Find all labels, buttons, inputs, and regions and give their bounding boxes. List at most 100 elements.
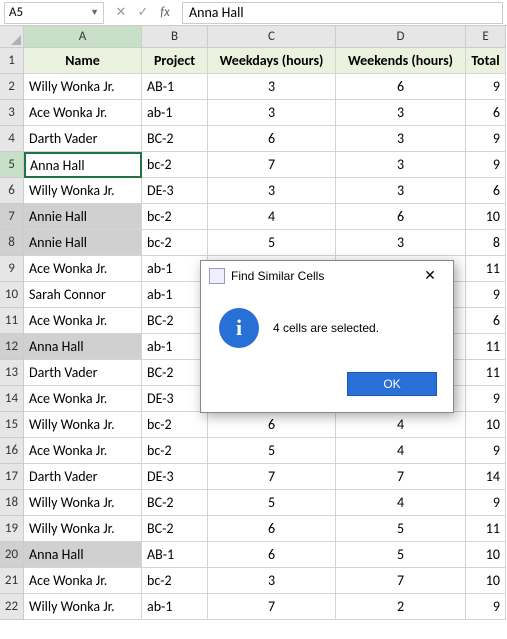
weekdays-cell[interactable]: 5 bbox=[208, 230, 336, 256]
row-header[interactable]: 16 bbox=[0, 438, 24, 464]
name-cell[interactable]: Darth Vader bbox=[24, 464, 142, 490]
weekdays-cell[interactable]: 7 bbox=[208, 464, 336, 490]
total-cell[interactable]: 9 bbox=[466, 386, 506, 412]
project-cell[interactable]: ab-1 bbox=[142, 256, 208, 282]
name-cell[interactable]: Annie Hall bbox=[24, 204, 142, 230]
row-header[interactable]: 11 bbox=[0, 308, 24, 334]
weekends-cell[interactable]: 5 bbox=[336, 516, 466, 542]
name-cell[interactable]: Ace Wonka Jr. bbox=[24, 386, 142, 412]
total-cell[interactable]: 14 bbox=[466, 464, 506, 490]
name-cell[interactable]: Anna Hall bbox=[24, 152, 142, 178]
row-header[interactable]: 9 bbox=[0, 256, 24, 282]
weekdays-cell[interactable]: 5 bbox=[208, 490, 336, 516]
row-header[interactable]: 18 bbox=[0, 490, 24, 516]
project-cell[interactable]: ab-1 bbox=[142, 282, 208, 308]
name-box[interactable]: A5 ▼ bbox=[4, 2, 104, 24]
total-cell[interactable]: 9 bbox=[466, 438, 506, 464]
header-cell[interactable]: Name bbox=[24, 48, 142, 74]
total-cell[interactable]: 9 bbox=[466, 594, 506, 620]
total-cell[interactable]: 9 bbox=[466, 152, 506, 178]
name-cell[interactable]: Willy Wonka Jr. bbox=[24, 74, 142, 100]
project-cell[interactable]: DE-3 bbox=[142, 464, 208, 490]
weekdays-cell[interactable]: 5 bbox=[208, 438, 336, 464]
project-cell[interactable]: BC-2 bbox=[142, 490, 208, 516]
name-cell[interactable]: Anna Hall bbox=[24, 334, 142, 360]
project-cell[interactable]: ab-1 bbox=[142, 100, 208, 126]
name-cell[interactable]: Ace Wonka Jr. bbox=[24, 308, 142, 334]
name-cell[interactable]: Willy Wonka Jr. bbox=[24, 490, 142, 516]
row-header[interactable]: 12 bbox=[0, 334, 24, 360]
project-cell[interactable]: ab-1 bbox=[142, 594, 208, 620]
name-cell[interactable]: Willy Wonka Jr. bbox=[24, 178, 142, 204]
weekends-cell[interactable]: 3 bbox=[336, 230, 466, 256]
header-cell[interactable]: Weekdays (hours) bbox=[208, 48, 336, 74]
weekdays-cell[interactable]: 7 bbox=[208, 152, 336, 178]
weekdays-cell[interactable]: 4 bbox=[208, 204, 336, 230]
header-cell[interactable]: Weekends (hours) bbox=[336, 48, 466, 74]
formula-bar[interactable]: Anna Hall bbox=[182, 2, 503, 24]
total-cell[interactable]: 11 bbox=[466, 360, 506, 386]
ok-button[interactable]: OK bbox=[347, 372, 437, 396]
total-cell[interactable]: 8 bbox=[466, 230, 506, 256]
total-cell[interactable]: 10 bbox=[466, 204, 506, 230]
weekdays-cell[interactable]: 6 bbox=[208, 516, 336, 542]
total-cell[interactable]: 10 bbox=[466, 568, 506, 594]
row-header[interactable]: 19 bbox=[0, 516, 24, 542]
weekends-cell[interactable]: 3 bbox=[336, 100, 466, 126]
row-header[interactable]: 15 bbox=[0, 412, 24, 438]
weekends-cell[interactable]: 6 bbox=[336, 74, 466, 100]
name-cell[interactable]: Willy Wonka Jr. bbox=[24, 594, 142, 620]
weekends-cell[interactable]: 5 bbox=[336, 542, 466, 568]
header-cell[interactable]: Project bbox=[142, 48, 208, 74]
name-cell[interactable]: Ace Wonka Jr. bbox=[24, 568, 142, 594]
column-header-E[interactable]: E bbox=[466, 26, 506, 48]
weekdays-cell[interactable]: 6 bbox=[208, 126, 336, 152]
weekdays-cell[interactable]: 6 bbox=[208, 412, 336, 438]
total-cell[interactable]: 9 bbox=[466, 126, 506, 152]
weekdays-cell[interactable]: 3 bbox=[208, 100, 336, 126]
total-cell[interactable]: 9 bbox=[466, 282, 506, 308]
total-cell[interactable]: 11 bbox=[466, 256, 506, 282]
name-cell[interactable]: Willy Wonka Jr. bbox=[24, 412, 142, 438]
column-header-C[interactable]: C bbox=[208, 26, 336, 48]
row-header[interactable]: 17 bbox=[0, 464, 24, 490]
weekends-cell[interactable]: 4 bbox=[336, 490, 466, 516]
weekends-cell[interactable]: 3 bbox=[336, 178, 466, 204]
name-cell[interactable]: Darth Vader bbox=[24, 126, 142, 152]
dialog-titlebar[interactable]: Find Similar Cells ✕ bbox=[201, 261, 453, 290]
project-cell[interactable]: bc-2 bbox=[142, 230, 208, 256]
weekends-cell[interactable]: 3 bbox=[336, 126, 466, 152]
cancel-icon[interactable]: ✕ bbox=[114, 5, 128, 20]
row-header[interactable]: 4 bbox=[0, 126, 24, 152]
weekdays-cell[interactable]: 6 bbox=[208, 542, 336, 568]
project-cell[interactable]: BC-2 bbox=[142, 126, 208, 152]
select-all-corner[interactable] bbox=[0, 26, 24, 48]
weekdays-cell[interactable]: 3 bbox=[208, 568, 336, 594]
row-header[interactable]: 22 bbox=[0, 594, 24, 620]
weekdays-cell[interactable]: 3 bbox=[208, 178, 336, 204]
project-cell[interactable]: bc-2 bbox=[142, 204, 208, 230]
project-cell[interactable]: BC-2 bbox=[142, 308, 208, 334]
project-cell[interactable]: BC-2 bbox=[142, 360, 208, 386]
weekdays-cell[interactable]: 7 bbox=[208, 594, 336, 620]
column-header-A[interactable]: A bbox=[24, 26, 142, 48]
row-header[interactable]: 3 bbox=[0, 100, 24, 126]
row-header[interactable]: 13 bbox=[0, 360, 24, 386]
weekdays-cell[interactable]: 3 bbox=[208, 74, 336, 100]
total-cell[interactable]: 11 bbox=[466, 516, 506, 542]
project-cell[interactable]: bc-2 bbox=[142, 438, 208, 464]
weekends-cell[interactable]: 4 bbox=[336, 412, 466, 438]
project-cell[interactable]: BC-2 bbox=[142, 516, 208, 542]
project-cell[interactable]: DE-3 bbox=[142, 178, 208, 204]
total-cell[interactable]: 6 bbox=[466, 178, 506, 204]
close-icon[interactable]: ✕ bbox=[415, 267, 445, 284]
row-header[interactable]: 5 bbox=[0, 152, 24, 178]
row-header[interactable]: 7 bbox=[0, 204, 24, 230]
project-cell[interactable]: bc-2 bbox=[142, 412, 208, 438]
total-cell[interactable]: 10 bbox=[466, 412, 506, 438]
name-cell[interactable]: Sarah Connor bbox=[24, 282, 142, 308]
name-cell[interactable]: Ace Wonka Jr. bbox=[24, 438, 142, 464]
row-header[interactable]: 20 bbox=[0, 542, 24, 568]
name-box-dropdown-icon[interactable]: ▼ bbox=[90, 7, 99, 18]
row-header[interactable]: 10 bbox=[0, 282, 24, 308]
